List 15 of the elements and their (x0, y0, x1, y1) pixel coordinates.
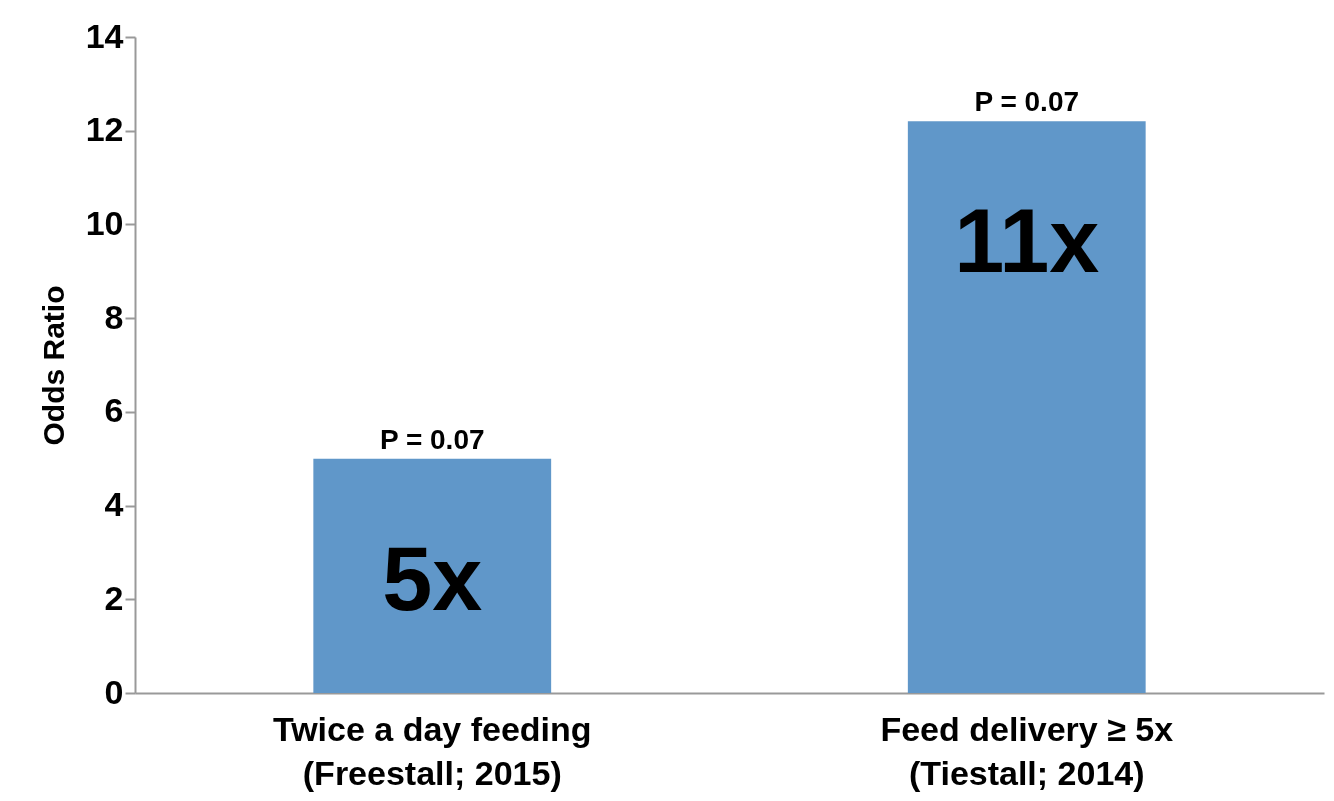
y-axis-title: Odds Ratio (36, 285, 70, 446)
y-tick-label: 8 (104, 297, 124, 336)
y-tick-label: 4 (104, 485, 124, 524)
y-tick-label: 2 (104, 578, 124, 617)
annotation: 5x (382, 528, 483, 629)
y-tick-label: 10 (85, 203, 124, 242)
y-tick-label: 12 (85, 110, 124, 149)
annotation: P = 0.07 (974, 86, 1080, 118)
x-tick-label: Twice a day feeding (Freestall; 2015) (272, 709, 592, 792)
annotation: P = 0.07 (379, 423, 485, 455)
x-tick-label: Feed delivery ≥ 5x (Tiestall; 2014) (880, 709, 1174, 792)
y-tick-label: 0 (104, 672, 124, 711)
y-tick-label: 6 (104, 391, 124, 430)
y-tick-label: 14 (85, 16, 124, 55)
annotation: 11x (954, 191, 1100, 292)
